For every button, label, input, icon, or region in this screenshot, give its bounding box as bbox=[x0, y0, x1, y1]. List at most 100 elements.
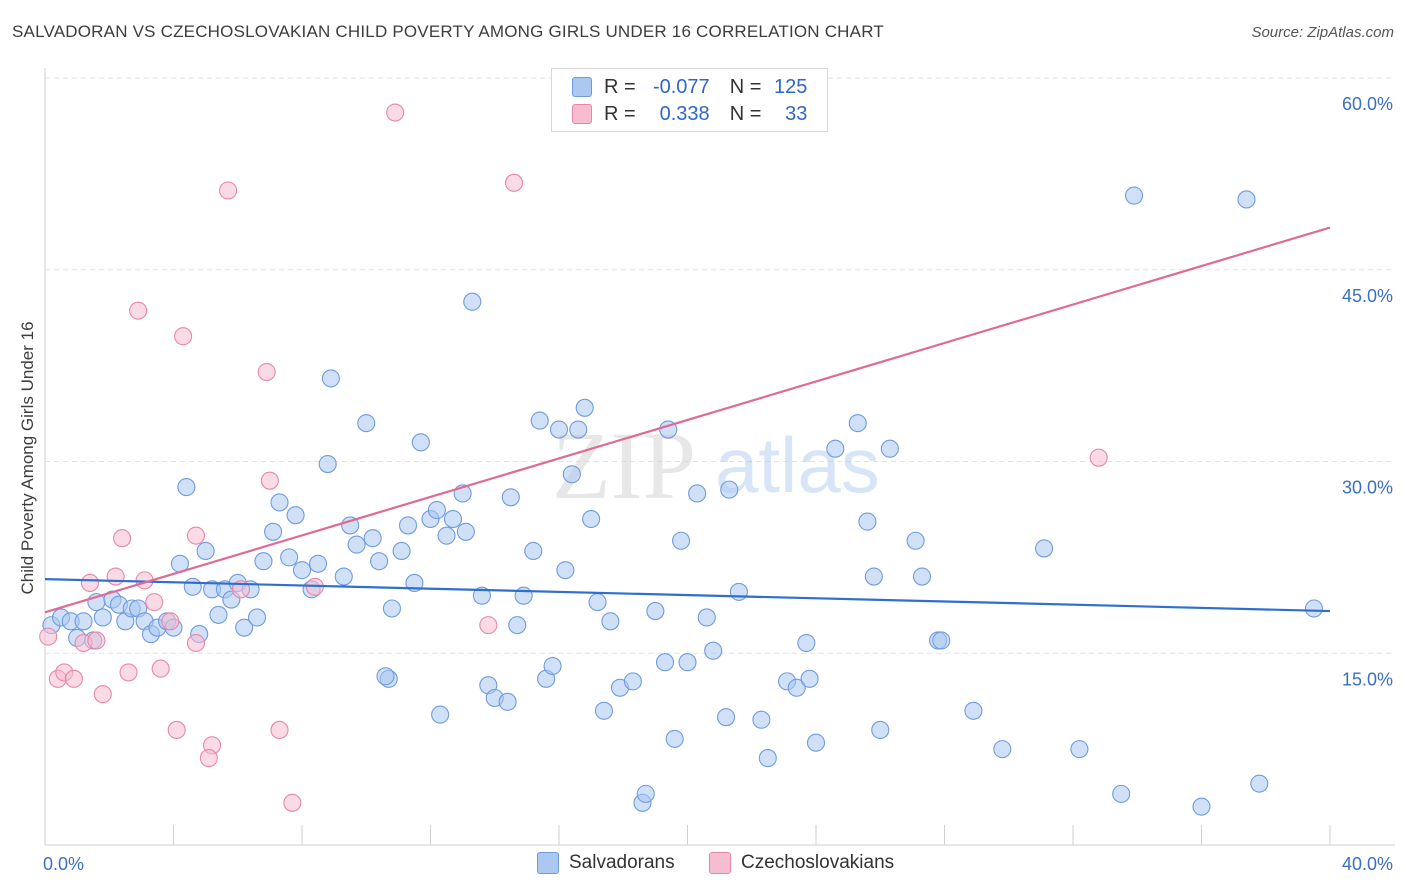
legend-item-czechoslovakians[interactable]: Czechoslovakians bbox=[709, 852, 894, 874]
salvadoran-point bbox=[347, 535, 366, 554]
salvadoran-point bbox=[556, 561, 575, 580]
trend-line-salvadorans bbox=[44, 578, 1331, 613]
salvadoran-point bbox=[848, 414, 867, 433]
czechoslovakian-point bbox=[87, 631, 106, 650]
salvadoran-point bbox=[880, 439, 899, 458]
chart-title: SALVADORAN VS CZECHOSLOVAKIAN CHILD POVE… bbox=[12, 22, 884, 41]
salvadoran-point bbox=[1070, 740, 1089, 759]
salvadoran-point bbox=[569, 420, 588, 439]
legend-swatch-pink bbox=[709, 852, 731, 874]
salvadoran-point bbox=[1035, 539, 1054, 558]
salvadoran-point bbox=[321, 369, 340, 388]
salvadoran-point bbox=[357, 414, 376, 433]
salvadoran-point bbox=[665, 729, 684, 748]
czechoslovakian-point bbox=[386, 103, 405, 122]
czechoslovakian-point bbox=[119, 663, 138, 682]
salvadoran-point bbox=[562, 465, 581, 484]
legend-item-salvadorans[interactable]: Salvadorans bbox=[537, 852, 675, 874]
source-label: Source: ZipAtlas.com bbox=[1251, 24, 1394, 41]
salvadoran-point bbox=[247, 608, 267, 627]
salvadoran-point bbox=[177, 478, 196, 497]
czechoslovakian-point bbox=[1089, 448, 1108, 467]
salvadoran-point bbox=[235, 618, 254, 637]
salvadoran-point bbox=[752, 710, 771, 729]
salvadoran-point bbox=[209, 605, 228, 624]
salvadoran-point bbox=[318, 455, 337, 474]
salvadoran-point bbox=[720, 480, 739, 499]
salvadoran-point bbox=[1237, 190, 1256, 209]
x-tick-label: 40.0% bbox=[1342, 854, 1393, 874]
czechoslovakian-point bbox=[129, 301, 148, 320]
czechoslovakian-point bbox=[186, 526, 206, 545]
y-axis-label: Child Poverty Among Girls Under 16 bbox=[18, 321, 37, 594]
salvadoran-point bbox=[1124, 186, 1144, 205]
salvadoran-point bbox=[623, 672, 642, 691]
salvadoran-point bbox=[183, 577, 202, 596]
czechoslovakian-point bbox=[39, 627, 58, 646]
czechoslovakian-point bbox=[151, 659, 170, 678]
salvadoran-point bbox=[716, 708, 736, 727]
salvadoran-point bbox=[871, 720, 890, 740]
legend-row-czechoslovakians: R = 0.338 N = 33 bbox=[572, 101, 807, 127]
salvadoran-point bbox=[411, 433, 430, 452]
salvadoran-point bbox=[858, 512, 877, 531]
salvadoran-point bbox=[704, 641, 723, 660]
legend-swatch-blue bbox=[537, 852, 559, 874]
salvadoran-point bbox=[280, 548, 299, 567]
salvadoran-point bbox=[370, 552, 389, 571]
salvadoran-point bbox=[575, 398, 594, 417]
salvadoran-point bbox=[508, 616, 527, 635]
czechoslovakian-point bbox=[199, 749, 218, 768]
salvadoran-point bbox=[437, 526, 456, 545]
salvadoran-point bbox=[431, 705, 450, 724]
salvadoran-point bbox=[964, 701, 983, 720]
czechoslovakian-point bbox=[167, 720, 186, 740]
salvadoran-point bbox=[93, 608, 112, 627]
y-tick-label: 60.0% bbox=[1342, 94, 1393, 114]
salvadoran-point bbox=[601, 612, 620, 631]
salvadoran-point bbox=[1192, 797, 1211, 816]
salvadoran-point bbox=[1250, 774, 1269, 793]
czechoslovakian-point bbox=[80, 573, 100, 592]
czechoslovakian-point bbox=[106, 567, 125, 586]
salvadoran-point bbox=[427, 501, 446, 520]
czechoslovakian-point bbox=[257, 362, 276, 382]
salvadoran-point bbox=[729, 582, 748, 601]
salvadoran-point bbox=[697, 608, 716, 627]
salvadoran-point bbox=[498, 692, 517, 711]
salvadoran-point bbox=[472, 586, 491, 605]
czechoslovakian-point bbox=[283, 793, 302, 812]
y-tick-label: 15.0% bbox=[1342, 669, 1393, 689]
salvadoran-point bbox=[912, 567, 932, 586]
salvadoran-point bbox=[636, 784, 655, 803]
salvadoran-point bbox=[582, 509, 601, 529]
salvadoran-point bbox=[463, 292, 482, 311]
salvadoran-point bbox=[376, 667, 395, 686]
series-legend: Salvadorans Czechoslovakians bbox=[0, 852, 1406, 878]
salvadoran-point bbox=[456, 522, 475, 541]
czechoslovakian-point bbox=[113, 529, 132, 548]
salvadoran-point bbox=[398, 516, 418, 535]
salvadoran-point bbox=[672, 531, 691, 550]
salvadoran-point bbox=[800, 669, 819, 688]
series-czechoslovakians bbox=[39, 103, 1108, 812]
salvadoran-point bbox=[787, 678, 806, 697]
czechoslovakian-point bbox=[260, 471, 279, 490]
salvadoran-point bbox=[588, 593, 607, 612]
salvadoran-point bbox=[382, 599, 402, 618]
salvadoran-point bbox=[906, 531, 925, 550]
salvadoran-point bbox=[688, 484, 707, 503]
salvadoran-point bbox=[264, 522, 283, 541]
czechoslovakian-point bbox=[174, 327, 193, 346]
legend-swatch-pink bbox=[572, 104, 592, 124]
salvadoran-point bbox=[646, 602, 665, 621]
legend-r-value: 0.338 bbox=[659, 102, 710, 125]
salvadoran-point bbox=[309, 554, 328, 573]
x-tick-label: 0.0% bbox=[43, 854, 84, 874]
salvadoran-point bbox=[1112, 784, 1131, 803]
czechoslovakian-point bbox=[93, 685, 112, 704]
salvadoran-point bbox=[363, 529, 382, 548]
salvadoran-point bbox=[806, 733, 826, 752]
czechoslovakian-point bbox=[270, 720, 289, 740]
